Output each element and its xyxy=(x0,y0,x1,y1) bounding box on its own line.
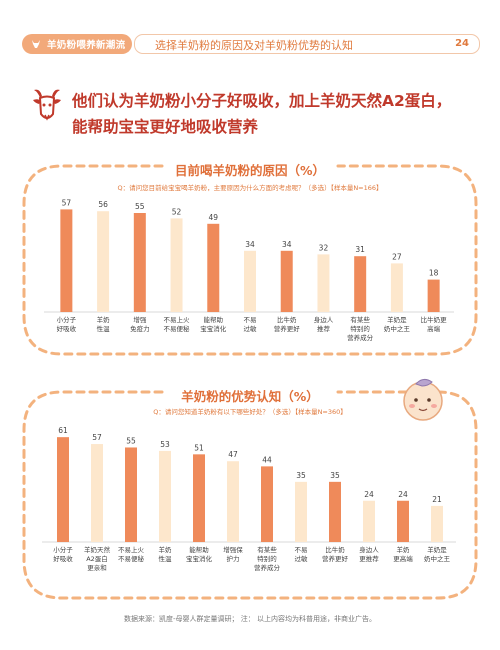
page-number: 24 xyxy=(455,38,469,49)
chart-1-title: 目前喝羊奶粉的原因（%） xyxy=(174,163,326,178)
headline-line-2: 能帮助宝宝更好地吸收营养 xyxy=(72,118,259,136)
bar xyxy=(329,481,341,542)
page-header: 羊奶粉喂养新潮流 选择羊奶粉的原因及对羊奶粉优势的认知 24 xyxy=(22,34,480,54)
data-label: 57 xyxy=(62,198,72,207)
goat-icon xyxy=(29,37,43,51)
bar xyxy=(207,223,220,312)
data-label: 18 xyxy=(429,269,439,278)
bar xyxy=(295,481,307,542)
bar xyxy=(390,263,403,312)
data-label: 35 xyxy=(330,471,340,480)
category-label: 羊奶是奶中之王 xyxy=(424,545,451,563)
data-label: 31 xyxy=(355,245,365,254)
data-label: 52 xyxy=(172,207,182,216)
data-label: 24 xyxy=(398,490,408,499)
category-label: 能帮助宝宝消化 xyxy=(186,545,213,563)
data-label: 53 xyxy=(160,440,170,449)
goat-head-icon xyxy=(30,86,64,126)
bar xyxy=(125,447,137,542)
chart-frame xyxy=(22,164,478,356)
data-label: 57 xyxy=(92,433,102,442)
bar xyxy=(159,450,171,542)
category-label: 不易上火不易便秘 xyxy=(164,315,191,333)
category-label: 能帮助宝宝消化 xyxy=(200,315,227,333)
bar xyxy=(244,250,256,312)
category-label: 增强免疫力 xyxy=(130,315,150,333)
chart-2-question: Q：请问您知道羊奶粉有以下哪些好处？（多选）【样本量N=360】 xyxy=(153,408,347,416)
chart-1: 57 小分子好吸收 56 羊奶性温 55 增强免疫力 52 不易上火不易便秘 49 能帮助宝宝消化… xyxy=(22,164,478,356)
section-tag-label: 羊奶粉喂养新潮流 xyxy=(47,40,126,51)
header-subtitle: 选择羊奶粉的原因及对羊奶粉优势的认知 xyxy=(155,39,353,52)
category-label: 羊奶更高端 xyxy=(393,545,413,563)
category-label: 比牛奶营养更好 xyxy=(322,545,349,563)
data-label: 61 xyxy=(58,426,68,435)
bar xyxy=(193,454,205,542)
category-label: 不易上火不易便秘 xyxy=(118,545,145,563)
bar xyxy=(60,209,73,312)
mascot-baby-icon xyxy=(398,374,448,424)
bar xyxy=(97,211,110,312)
section-tag: 羊奶粉喂养新潮流 xyxy=(22,34,132,54)
bar xyxy=(317,254,330,312)
data-label: 32 xyxy=(319,243,329,252)
bar xyxy=(91,444,103,542)
category-label: 比牛奶更高端 xyxy=(421,315,448,333)
data-label: 55 xyxy=(126,436,136,445)
data-label: 56 xyxy=(98,200,108,209)
bar xyxy=(363,500,375,542)
category-label: 羊奶天然 A2蛋白更亲和 xyxy=(84,545,111,572)
footnote: 数据来源：凯度-母婴人群定量调研； 注： 以上内容均为科普用途，非商业广告。 xyxy=(124,615,376,623)
category-label: 有某些特别的营养成分 xyxy=(347,315,374,342)
bar xyxy=(397,500,409,542)
chart-frame xyxy=(22,390,478,600)
bar xyxy=(227,461,239,542)
data-label: 34 xyxy=(245,240,255,249)
data-label: 49 xyxy=(208,213,218,222)
bar xyxy=(261,466,273,542)
data-label: 27 xyxy=(392,252,402,261)
bar xyxy=(427,279,440,312)
category-label: 小分子好吸收 xyxy=(57,315,77,333)
chart-1-question: Q：请问您目前给宝宝喝羊奶粉，主要原因为什么方面的考虑呢？（多选）【样本量N=1… xyxy=(117,184,383,192)
data-label: 35 xyxy=(296,471,306,480)
category-label: 羊奶性温 xyxy=(159,545,173,563)
bar xyxy=(133,213,146,312)
category-label: 增强保护力 xyxy=(223,545,243,563)
category-label: 身边人更推荐 xyxy=(359,545,379,563)
headline-line-1: 他们认为羊奶粉小分子好吸收，加上羊奶天然A2蛋白， xyxy=(72,92,452,110)
category-label: 不易过敏 xyxy=(244,316,258,333)
category-label: 不易过敏 xyxy=(295,546,309,563)
bar xyxy=(431,505,443,542)
category-label: 小分子好吸收 xyxy=(53,545,73,563)
category-label: 羊奶是奶中之王 xyxy=(384,315,411,333)
data-label: 51 xyxy=(194,443,204,452)
category-label: 羊奶性温 xyxy=(97,315,111,333)
data-label: 44 xyxy=(262,455,272,464)
category-label: 身边人推荐 xyxy=(314,315,334,333)
headline: 他们认为羊奶粉小分子好吸收，加上羊奶天然A2蛋白， 能帮助宝宝更好地吸收营养 xyxy=(72,88,472,140)
bar xyxy=(354,256,367,312)
bar xyxy=(170,218,183,312)
bar xyxy=(280,250,293,312)
chart-2: 61 小分子好吸收 57 羊奶天然 A2蛋白更亲和 55 不易上火不易便秘 53 羊奶性温 51 能… xyxy=(22,390,478,600)
data-label: 47 xyxy=(228,450,238,459)
data-label: 34 xyxy=(282,240,292,249)
chart-2-title: 羊奶粉的优势认知（%） xyxy=(181,389,319,404)
bar xyxy=(57,437,69,542)
data-label: 21 xyxy=(432,495,442,504)
data-label: 24 xyxy=(364,490,374,499)
category-label: 比牛奶营养更好 xyxy=(274,315,301,333)
data-label: 55 xyxy=(135,202,145,211)
category-label: 有某些特别的营养成分 xyxy=(254,545,281,572)
header-subtitle-pill: 选择羊奶粉的原因及对羊奶粉优势的认知 24 xyxy=(134,34,480,54)
